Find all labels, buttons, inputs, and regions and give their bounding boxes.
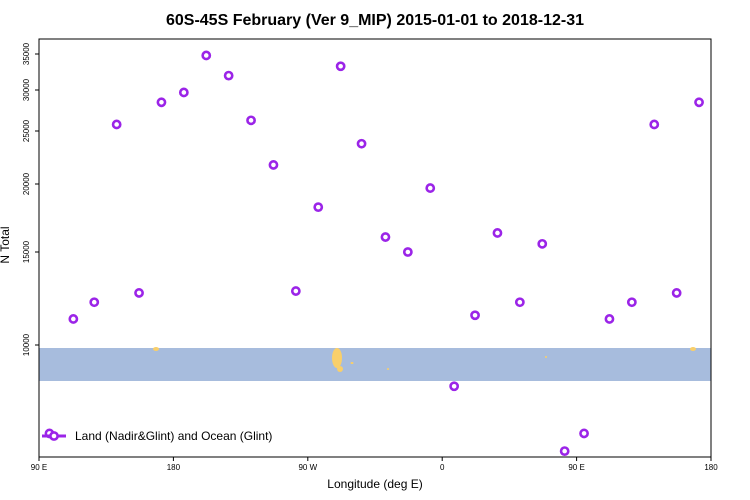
legend-label: Land (Nadir&Glint) and Ocean (Glint): [75, 429, 272, 443]
data-point: [201, 50, 212, 61]
data-point: [425, 183, 436, 193]
y-tick-label: 10000: [22, 333, 31, 356]
land-patch: [545, 356, 547, 358]
data-point: [246, 115, 256, 126]
land-patch: [337, 366, 343, 372]
data-point: [89, 297, 100, 308]
data-point: [223, 70, 234, 81]
y-axis: 10000 15000 20000 25000 30000 35000: [22, 42, 39, 356]
data-point: [492, 228, 503, 238]
data-point: [68, 314, 79, 324]
x-tick-label: 90 E: [568, 463, 584, 472]
data-point: [449, 381, 460, 392]
y-tick-label: 35000: [22, 42, 31, 65]
x-axis-label: Longitude (deg E): [327, 477, 422, 491]
data-point: [579, 428, 589, 439]
data-point: [178, 87, 189, 98]
ocean-band: [39, 348, 711, 381]
x-tick-label: 180: [167, 463, 181, 472]
x-axis: 90 E 180 90 W 0 90 E 180: [31, 457, 718, 472]
legend-marker: [49, 431, 59, 441]
x-tick-label: 90 W: [298, 463, 317, 472]
data-point: [313, 202, 324, 213]
plot-frame: [38, 38, 712, 458]
data-point: [537, 238, 548, 249]
x-tick-label: 90 E: [31, 463, 47, 472]
data-point: [694, 97, 704, 108]
land-patch: [690, 347, 696, 351]
y-tick-label: 15000: [22, 240, 31, 263]
data-point: [335, 61, 346, 72]
data-point: [671, 288, 682, 298]
data-point: [514, 297, 525, 308]
data-point: [559, 446, 570, 457]
legend: Land (Nadir&Glint) and Ocean (Glint): [42, 429, 272, 443]
data-point: [626, 297, 637, 308]
x-tick-label: 180: [704, 463, 718, 472]
data-point: [649, 119, 660, 130]
land-patch: [387, 368, 389, 370]
y-tick-label: 30000: [22, 78, 31, 101]
land-patch: [153, 347, 159, 351]
y-tick-label: 25000: [22, 119, 31, 142]
data-point: [111, 119, 122, 130]
data-point: [356, 138, 367, 149]
data-point: [290, 286, 301, 296]
data-point: [134, 288, 144, 298]
data-point: [470, 310, 480, 321]
data-points: [44, 50, 704, 457]
data-point: [156, 97, 167, 108]
data-point: [604, 314, 615, 324]
x-tick-label: 0: [440, 463, 445, 472]
land-patch: [332, 348, 342, 368]
y-axis-label: N Total: [0, 226, 12, 263]
data-point: [268, 160, 279, 170]
land-patch: [350, 362, 354, 364]
map-band: [39, 347, 711, 381]
chart-title: 60S-45S February (Ver 9_MIP) 2015-01-01 …: [166, 12, 584, 29]
data-point: [380, 232, 391, 242]
data-point: [402, 247, 413, 257]
y-tick-label: 20000: [22, 172, 31, 195]
